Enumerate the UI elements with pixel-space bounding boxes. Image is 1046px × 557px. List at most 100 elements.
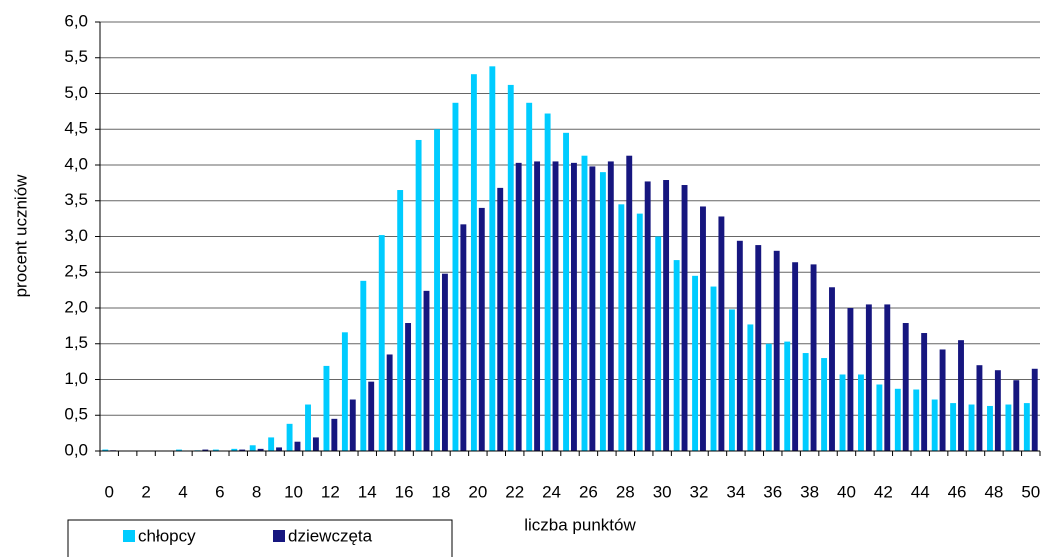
bar (858, 374, 864, 451)
x-tick-label: 44 (911, 482, 930, 501)
x-tick-label: 20 (468, 482, 487, 501)
y-axis-label: procent uczniów (11, 174, 30, 298)
y-tick-label: 4,0 (64, 154, 88, 173)
bar (268, 437, 275, 451)
bar (460, 224, 467, 451)
x-tick-label: 48 (984, 482, 1003, 501)
x-tick-label: 46 (948, 482, 967, 501)
bar (312, 437, 319, 451)
bar (276, 447, 282, 451)
y-tick-label: 6,0 (64, 11, 88, 30)
x-tick-label: 40 (837, 482, 856, 501)
bar (563, 132, 569, 451)
bar (894, 388, 901, 451)
bar (360, 280, 367, 451)
bar (386, 354, 393, 451)
bar (829, 287, 835, 451)
bar (305, 404, 311, 451)
bar (810, 264, 817, 451)
bar (323, 365, 330, 451)
bar (710, 286, 717, 451)
legend-label: dziewczęta (288, 526, 373, 545)
x-tick-label: 50 (1021, 482, 1040, 501)
bar (784, 341, 791, 451)
bar (415, 139, 422, 451)
bar (931, 399, 938, 451)
x-tick-label: 38 (800, 482, 819, 501)
bar (497, 187, 504, 451)
bar (921, 333, 928, 451)
bar (847, 308, 854, 451)
x-tick-label: 28 (616, 482, 635, 501)
y-tick-label: 4,5 (64, 119, 88, 138)
bar (765, 343, 772, 451)
x-tick-label: 12 (321, 482, 340, 501)
bar (636, 213, 643, 451)
bar (718, 216, 725, 451)
bar (1013, 380, 1020, 451)
bar (821, 358, 828, 451)
x-tick-label: 0 (104, 482, 113, 501)
x-tick-label: 4 (178, 482, 187, 501)
x-axis-label: liczba punktów (524, 515, 636, 534)
bar (700, 206, 706, 451)
bar (552, 161, 559, 452)
bar (478, 207, 485, 451)
x-tick-label: 26 (579, 482, 598, 501)
bar (231, 448, 238, 451)
y-tick-label: 3,5 (64, 190, 88, 209)
x-tick-label: 34 (726, 482, 745, 501)
bar (515, 162, 522, 452)
bar (673, 260, 680, 451)
bar (102, 449, 109, 451)
bar (331, 418, 338, 451)
bar (239, 449, 246, 451)
bar (423, 290, 430, 451)
bar (663, 180, 670, 451)
x-tick-label: 18 (432, 482, 451, 501)
bar (441, 273, 448, 451)
bar (747, 324, 754, 451)
legend-swatch (123, 530, 135, 542)
bar (626, 155, 633, 451)
bar (489, 66, 496, 451)
x-tick-label: 42 (874, 482, 893, 501)
y-tick-label: 2,0 (64, 297, 88, 316)
bar (534, 161, 541, 452)
bar (544, 113, 551, 452)
x-tick-label: 22 (505, 482, 524, 501)
bar (368, 381, 375, 451)
bar (913, 389, 920, 451)
bar (1023, 403, 1030, 451)
bar (865, 304, 872, 451)
x-tick-label: 16 (395, 482, 414, 501)
bar (618, 204, 625, 451)
bar (728, 309, 735, 451)
x-tick-label: 10 (284, 482, 303, 501)
bar (526, 102, 533, 452)
bar (876, 384, 883, 451)
bar (341, 332, 348, 451)
bar (802, 353, 809, 451)
bar (655, 236, 662, 451)
y-tick-label: 5,0 (64, 83, 88, 102)
x-tick-label: 32 (690, 482, 709, 501)
bar (249, 445, 256, 451)
legend-swatch (273, 530, 285, 542)
y-tick-label: 1,5 (64, 333, 88, 352)
bar (644, 181, 651, 451)
bar (176, 449, 182, 451)
y-tick-label: 5,5 (64, 47, 88, 66)
bar (397, 190, 404, 451)
bar (994, 370, 1001, 451)
x-tick-label: 14 (358, 482, 377, 501)
y-tick-label: 0,5 (64, 405, 88, 424)
bar (950, 403, 957, 451)
bar (607, 161, 614, 452)
x-tick-label: 24 (542, 482, 561, 501)
x-tick-label: 30 (653, 482, 672, 501)
bar (212, 449, 219, 451)
x-tick-label: 6 (215, 482, 224, 501)
bar (257, 448, 264, 451)
